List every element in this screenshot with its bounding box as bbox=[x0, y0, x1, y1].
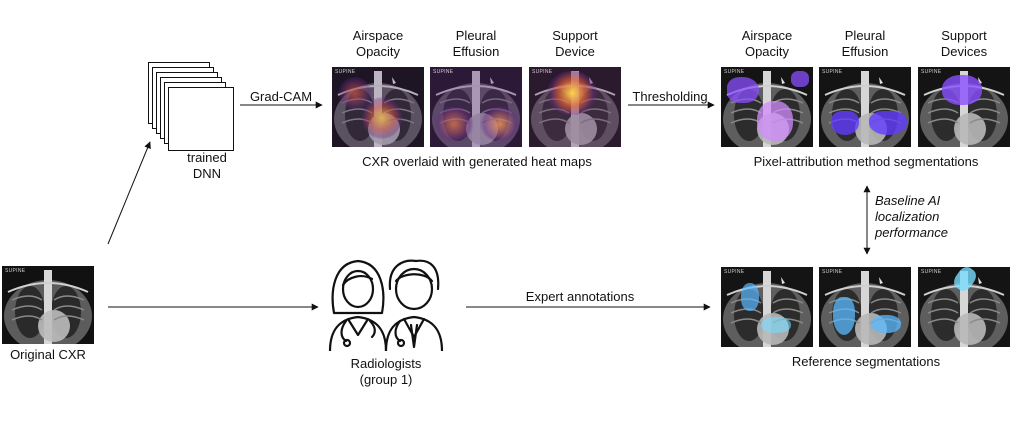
heatmap-caption: CXR overlaid with generated heat maps bbox=[362, 154, 592, 169]
reference-seg-image-airspace: SUPINE bbox=[721, 267, 813, 347]
heatmap-title-support: Support Device bbox=[529, 28, 621, 60]
image-tag: SUPINE bbox=[921, 269, 942, 275]
heatmap-title-line1: Airspace bbox=[352, 28, 404, 43]
baseline-label-line3: performance bbox=[875, 225, 948, 240]
arrow-cxr-to-dnn bbox=[107, 141, 151, 245]
heatmap-image-support: SUPINE bbox=[529, 67, 621, 147]
baseline-label-line1: Baseline AI bbox=[875, 193, 941, 208]
reference-caption: Reference segmentations bbox=[791, 354, 941, 369]
heatmap-title-line2: Opacity bbox=[355, 44, 401, 59]
pixel-attr-caption: Pixel-attribution method segmentations bbox=[753, 154, 979, 169]
pixel-seg-image-airspace: SUPINE bbox=[721, 67, 813, 147]
heatmap-title-line1: Pleural bbox=[455, 28, 497, 43]
reference-seg-image-pleural: SUPINE bbox=[819, 267, 911, 347]
baseline-label: Baseline AI localization performance bbox=[875, 193, 965, 241]
image-tag: SUPINE bbox=[724, 269, 745, 275]
pixel-title-line1: Airspace bbox=[741, 28, 793, 43]
heatmap-title-airspace: Airspace Opacity bbox=[332, 28, 424, 60]
original-cxr-image: SUPINE bbox=[2, 266, 94, 344]
pixel-title-airspace: Airspace Opacity bbox=[721, 28, 813, 60]
original-cxr-label: Original CXR bbox=[10, 347, 86, 362]
reference-seg-image-support: SUPINE bbox=[918, 267, 1010, 347]
pixel-seg-image-pleural: SUPINE bbox=[819, 67, 911, 147]
heatmap-title-line2: Device bbox=[555, 44, 595, 59]
pixel-title-line1: Support bbox=[941, 28, 987, 43]
heatmap-title-pleural: Pleural Effusion bbox=[430, 28, 522, 60]
image-tag: SUPINE bbox=[724, 69, 745, 75]
pixel-title-pleural: Pleural Effusion bbox=[819, 28, 911, 60]
expert-annotations-label: Expert annotations bbox=[525, 289, 635, 304]
dnn-label-line1: trained bbox=[187, 150, 227, 165]
image-tag: SUPINE bbox=[532, 69, 553, 75]
image-tag: SUPINE bbox=[5, 268, 26, 274]
heatmap-title-line2: Effusion bbox=[452, 44, 500, 59]
pixel-seg-image-support: SUPINE bbox=[918, 67, 1010, 147]
heatmap-image-pleural: SUPINE bbox=[430, 67, 522, 147]
pixel-title-line2: Devices bbox=[940, 44, 988, 59]
baseline-label-line2: localization bbox=[875, 209, 940, 224]
radiologists-label-line1: Radiologists bbox=[350, 356, 422, 371]
radiologists-label: Radiologists (group 1) bbox=[328, 356, 444, 388]
pixel-title-support: Support Devices bbox=[918, 28, 1010, 60]
radiologists-label-line2: (group 1) bbox=[359, 372, 413, 387]
image-tag: SUPINE bbox=[921, 69, 942, 75]
thresholding-label: Thresholding bbox=[632, 89, 708, 104]
dnn-label: trained DNN bbox=[170, 150, 244, 182]
pixel-title-line2: Effusion bbox=[841, 44, 889, 59]
dnn-label-line2: DNN bbox=[192, 166, 222, 181]
heatmap-title-line1: Support bbox=[552, 28, 598, 43]
pixel-title-line2: Opacity bbox=[744, 44, 790, 59]
trained-dnn-stack bbox=[148, 62, 240, 154]
image-tag: SUPINE bbox=[822, 69, 843, 75]
image-tag: SUPINE bbox=[335, 69, 356, 75]
image-tag: SUPINE bbox=[822, 269, 843, 275]
image-tag: SUPINE bbox=[433, 69, 454, 75]
radiologists-icon bbox=[328, 259, 444, 351]
gradcam-label: Grad-CAM bbox=[249, 89, 313, 104]
heatmap-image-airspace: SUPINE bbox=[332, 67, 424, 147]
pixel-title-line1: Pleural bbox=[844, 28, 886, 43]
